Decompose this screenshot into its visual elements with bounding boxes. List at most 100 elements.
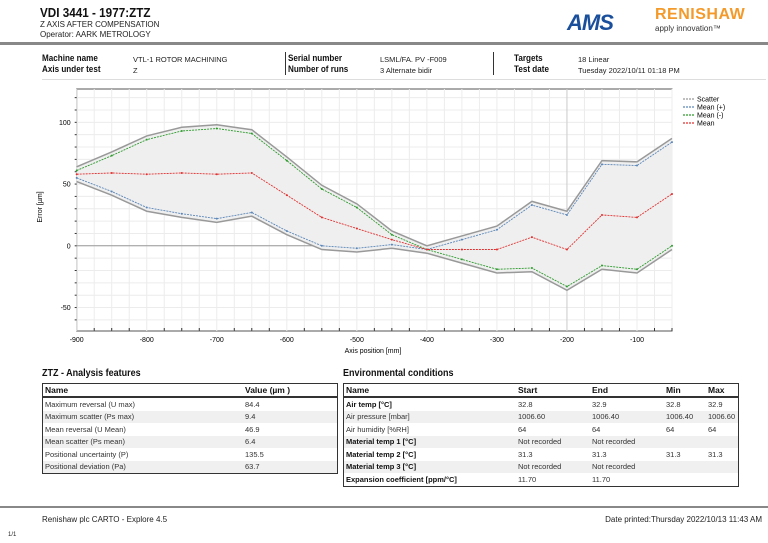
data-point xyxy=(460,238,463,241)
operator: Operator: AARK METROLOGY xyxy=(40,30,151,39)
table-row: Maximum reversal (U max) 84.4 xyxy=(43,397,338,411)
machine-name: VTL-1 ROTOR MACHINING xyxy=(133,55,228,64)
legend-label: Mean (+) xyxy=(697,105,725,112)
table-cell: Maximum scatter (Ps max) xyxy=(42,410,243,423)
table-cell: Maximum reversal (U max) xyxy=(45,399,136,409)
table-cell: 31.3 xyxy=(666,449,681,459)
col-min: Min xyxy=(664,383,706,398)
table-row: Material temp 2 [°C] 31.3 31.3 31.3 31.3 xyxy=(344,448,739,461)
data-point xyxy=(215,127,218,130)
renishaw-logo: RENISHAW xyxy=(655,6,746,23)
table-cell: 64 xyxy=(518,424,527,434)
table-cell: Not recorded xyxy=(590,460,664,473)
data-point xyxy=(530,204,533,207)
table-cell xyxy=(664,435,706,448)
data-point xyxy=(460,248,463,251)
data-point xyxy=(110,154,113,157)
series-line-0 xyxy=(76,141,673,250)
table-cell: 31.3 xyxy=(518,449,533,459)
runs-label: Number of runs xyxy=(288,64,349,74)
serial-label: Serial number xyxy=(288,53,343,63)
table-cell: Air humidity [%RH] xyxy=(346,424,409,434)
data-point xyxy=(145,206,148,209)
renishaw-tagline: apply innovation™ xyxy=(655,24,721,33)
data-point xyxy=(635,216,638,219)
data-point xyxy=(671,141,673,144)
col-name: Name xyxy=(343,383,516,398)
table-cell: 32.8 xyxy=(518,399,533,409)
data-point xyxy=(355,227,358,230)
table-cell: 32.9 xyxy=(592,399,607,409)
table-cell: Material temp 2 [°C] xyxy=(346,449,417,459)
table-row: Air temp [°C] 32.8 32.9 32.8 32.9 xyxy=(344,397,739,411)
x-tick-label: -100 xyxy=(630,337,644,344)
targets-value: 18 Linear xyxy=(578,55,610,64)
scatter-lower-line xyxy=(76,180,673,292)
data-point xyxy=(635,268,638,271)
x-axis-label: Axis position [mm] xyxy=(345,348,402,355)
table-cell: Expansion coefficient [ppm/°C] xyxy=(346,474,457,484)
info-rule xyxy=(42,79,766,80)
table-cell: 135.5 xyxy=(245,449,264,459)
table-cell: 1006.60 xyxy=(706,410,739,423)
table-row: Air pressure [mbar] 1006.60 1006.40 1006.40… xyxy=(343,410,739,423)
table-cell: Mean reversal (U Mean) xyxy=(45,424,126,434)
serial-value: LSML/FA. PV -F009 xyxy=(380,55,447,64)
table-row: Positional deviation (Pa) 63.7 xyxy=(42,460,338,474)
data-point xyxy=(355,247,358,250)
col-name: Name xyxy=(42,383,243,398)
report-subtitle: Z AXIS AFTER COMPENSATION xyxy=(40,20,160,29)
x-tick-label: -200 xyxy=(560,337,574,344)
table-row: Air humidity [%RH] 64 64 64 64 xyxy=(344,423,739,436)
data-point xyxy=(565,285,568,288)
table-cell: 9.4 xyxy=(243,410,338,423)
legend-label: Mean xyxy=(697,121,715,128)
data-point xyxy=(110,171,113,174)
error-chart: -900 -800 -700 -600 -500 -400 -300 -200 -100-500… xyxy=(37,88,725,355)
legend-label: Mean (-) xyxy=(697,113,723,120)
col-start: Start xyxy=(516,383,590,398)
table-cell: 32.8 xyxy=(666,399,681,409)
test-date: Tuesday 2022/10/11 01:18 PM xyxy=(578,66,680,75)
footer-rule xyxy=(0,506,768,508)
table-cell: 31.3 xyxy=(708,449,723,459)
footer-date-printed: Date printed:Thursday 2022/10/13 11:43 A… xyxy=(605,515,762,524)
data-point xyxy=(425,248,428,251)
divider xyxy=(493,52,494,75)
environment-title: Environmental conditions xyxy=(343,368,454,379)
table-row: Maximum scatter (Ps max) 9.4 xyxy=(42,410,338,423)
data-point xyxy=(565,213,568,216)
ams-logo: AMS xyxy=(567,10,614,35)
data-point xyxy=(145,173,148,176)
table-cell: Air temp [°C] xyxy=(346,399,392,409)
table-cell: Air pressure [mbar] xyxy=(343,410,516,423)
table-cell: 46.9 xyxy=(245,424,260,434)
machine-name-label: Machine name xyxy=(42,53,98,63)
data-point xyxy=(250,211,253,214)
table-cell: 84.4 xyxy=(245,399,260,409)
y-tick-label: 100 xyxy=(59,120,71,127)
table-row: Mean reversal (U Mean) 46.9 xyxy=(43,423,338,436)
axis-value: Z xyxy=(133,66,138,75)
data-point xyxy=(75,173,78,176)
data-point xyxy=(75,169,78,172)
col-max: Max xyxy=(706,383,739,398)
table-cell: Material temp 1 [°C] xyxy=(343,435,516,448)
x-tick-label: -600 xyxy=(280,337,294,344)
test-date-label: Test date xyxy=(514,64,549,74)
data-point xyxy=(600,163,603,166)
analysis-title: ZTZ - Analysis features xyxy=(42,368,141,379)
targets-label: Targets xyxy=(514,53,543,63)
data-point xyxy=(285,194,288,197)
data-point xyxy=(495,228,498,231)
table-row: Positional uncertainty (P) 135.5 xyxy=(43,448,338,461)
x-tick-label: -800 xyxy=(140,337,154,344)
axis-label: Axis under test xyxy=(42,64,101,74)
table-cell: 31.3 xyxy=(592,449,607,459)
header-rule xyxy=(0,42,768,45)
x-tick-label: -300 xyxy=(490,337,504,344)
table-row: Material temp 1 [°C] Not recorded Not reco… xyxy=(343,435,739,448)
table-cell: 32.9 xyxy=(708,399,723,409)
table-cell: 1006.40 xyxy=(590,410,664,423)
table-cell: 1006.60 xyxy=(516,410,590,423)
